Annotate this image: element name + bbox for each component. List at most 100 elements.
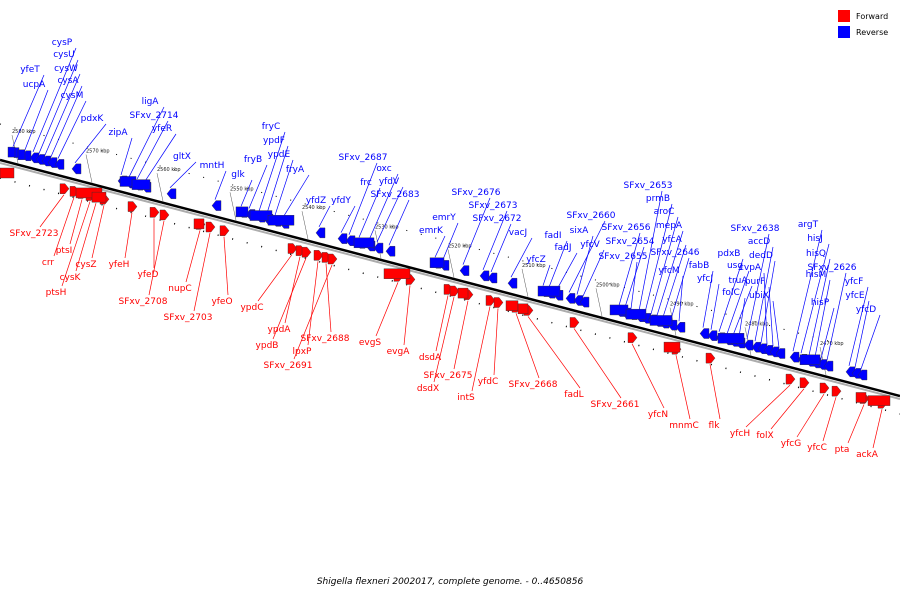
label-leader [662, 244, 687, 318]
reverse-gene-label: SFxv_2656 [602, 223, 651, 233]
forward-gene-arrow [287, 243, 298, 254]
label-leader [718, 258, 744, 332]
forward-gene-block [0, 167, 15, 179]
label-leader [258, 131, 286, 212]
tick-label: 2530 kbp [375, 224, 399, 230]
label-leader [760, 260, 776, 343]
reverse-gene-arrow [775, 348, 786, 359]
label-leader [74, 123, 107, 164]
forward-gene-sfxv-2691: SFxv_2691 [264, 253, 338, 371]
label-leader [75, 203, 97, 272]
forward-gene-label: SFxv_2675 [424, 371, 473, 381]
reverse-gene-label: dedD [749, 251, 773, 261]
reverse-gene-label: hisM [806, 270, 827, 280]
forward-gene-block [457, 287, 469, 299]
reverse-gene-arrow [373, 242, 384, 254]
reverse-gene-label: yfcD [856, 305, 876, 315]
forward-gene-label: yfcN [648, 410, 668, 420]
label-leader [434, 235, 446, 258]
reverse-gene-arrow [479, 270, 490, 282]
label-leader [872, 409, 883, 449]
reverse-gene-label: emrK [419, 226, 444, 236]
forward-gene-label: SFxv_2688 [301, 334, 350, 344]
reverse-gene-arrow [565, 293, 576, 304]
label-leader [650, 216, 679, 315]
reverse-gene-arrow [71, 163, 82, 175]
reverse-gene-label: SFxv_2672 [473, 214, 522, 224]
forward-gene-label: fadL [564, 390, 583, 400]
reverse-gene-label: hisP [811, 298, 830, 308]
forward-gene-sfxv-2708: SFxv_2708 [119, 209, 170, 307]
forward-gene-arrow [219, 225, 230, 236]
legend-forward-label: Forward [856, 11, 889, 21]
reverse-gene-label: yfcE [845, 291, 864, 301]
label-leader [638, 190, 663, 311]
reverse-gene-label: SFxv_2655 [599, 252, 648, 262]
label-leader [847, 404, 865, 444]
reverse-gene-sfxv-2714: SFxv_2714 [130, 111, 179, 191]
forward-gene-arrow [785, 373, 796, 385]
reverse-gene-label: zipA [108, 128, 128, 138]
reverse-gene-block [537, 285, 561, 297]
reverse-gene-label: ucpA [23, 80, 46, 90]
label-leader [854, 300, 870, 368]
forward-gene-folx: folX [756, 377, 810, 441]
reverse-gene-label: argT [798, 220, 819, 230]
forward-gene-arrow [569, 317, 580, 328]
forward-gene-arrow [831, 385, 842, 397]
forward-gene-arrow [301, 246, 312, 258]
reverse-gene-block [353, 237, 375, 249]
reverse-gene-label: cysU [53, 50, 75, 60]
reverse-gene-label: yfeR [152, 124, 172, 134]
label-leader [510, 237, 533, 278]
forward-gene-evga: evgA [387, 274, 416, 357]
label-leader [808, 258, 831, 356]
label-leader [185, 230, 201, 283]
forward-gene-arrow [449, 285, 460, 297]
label-leader [12, 74, 45, 147]
label-leader [678, 275, 684, 322]
reverse-gene-label: cysW [54, 64, 78, 74]
forward-gene-block [867, 395, 891, 406]
forward-gene-ypda: ypdA [268, 245, 306, 335]
reverse-gene-sfxv-2673: SFxv_2673 [469, 201, 517, 282]
forward-gene-flk: flk [705, 352, 721, 431]
label-leader [763, 272, 768, 345]
forward-gene-ints: intS [457, 295, 496, 403]
reverse-gene-sfxv-2683: SFxv_2683 [371, 190, 420, 257]
label-leader [644, 203, 673, 313]
tick-line [229, 192, 237, 221]
label-leader [223, 236, 229, 296]
reverse-gene-label: cysA [57, 76, 79, 86]
label-leader [274, 159, 294, 216]
reverse-gene-label: ypdF [263, 136, 285, 146]
tick-label: 2570 kbp [86, 149, 110, 155]
reverse-gene-label: mntH [200, 161, 225, 171]
reverse-gene-block [429, 257, 445, 268]
label-leader [214, 170, 227, 200]
forward-gene-arrow [485, 295, 496, 306]
reverse-gene-arrow [699, 328, 710, 339]
label-leader [800, 243, 830, 354]
reverse-gene-label: cysP [52, 38, 73, 48]
forward-gene-label: evgS [359, 338, 382, 348]
label-leader [50, 85, 83, 157]
tick-line [85, 154, 93, 183]
reverse-gene-arrow [459, 265, 470, 276]
forward-gene-yfeo: yfeO [211, 225, 233, 307]
label-leader [482, 210, 508, 270]
label-leader [527, 316, 581, 389]
forward-gene-block [91, 191, 107, 203]
reverse-gene-gltx: gltX [166, 152, 197, 199]
forward-gene-yfcg: yfcG [781, 382, 830, 449]
forward-gene-yfch: yfcH [730, 373, 796, 439]
label-leader [710, 283, 720, 330]
label-leader [38, 59, 79, 154]
reverse-gene-label: SFxv_2683 [371, 190, 420, 200]
label-leader [148, 220, 165, 296]
forward-gene-label: SFxv_2708 [119, 297, 168, 307]
reverse-gene-label: SFxv_2646 [651, 248, 700, 258]
reverse-gene-block [799, 354, 821, 365]
label-leader [471, 306, 491, 392]
reverse-gene-label: gltX [173, 152, 191, 162]
